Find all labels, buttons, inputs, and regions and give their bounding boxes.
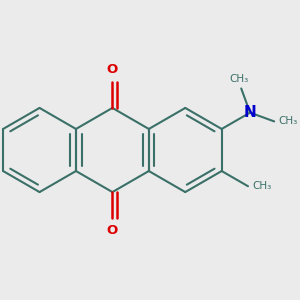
Text: CH₃: CH₃ — [253, 181, 272, 191]
Text: CH₃: CH₃ — [229, 74, 248, 84]
Text: CH₃: CH₃ — [279, 116, 298, 126]
Text: O: O — [107, 224, 118, 237]
Text: N: N — [244, 105, 256, 120]
Text: O: O — [107, 63, 118, 76]
